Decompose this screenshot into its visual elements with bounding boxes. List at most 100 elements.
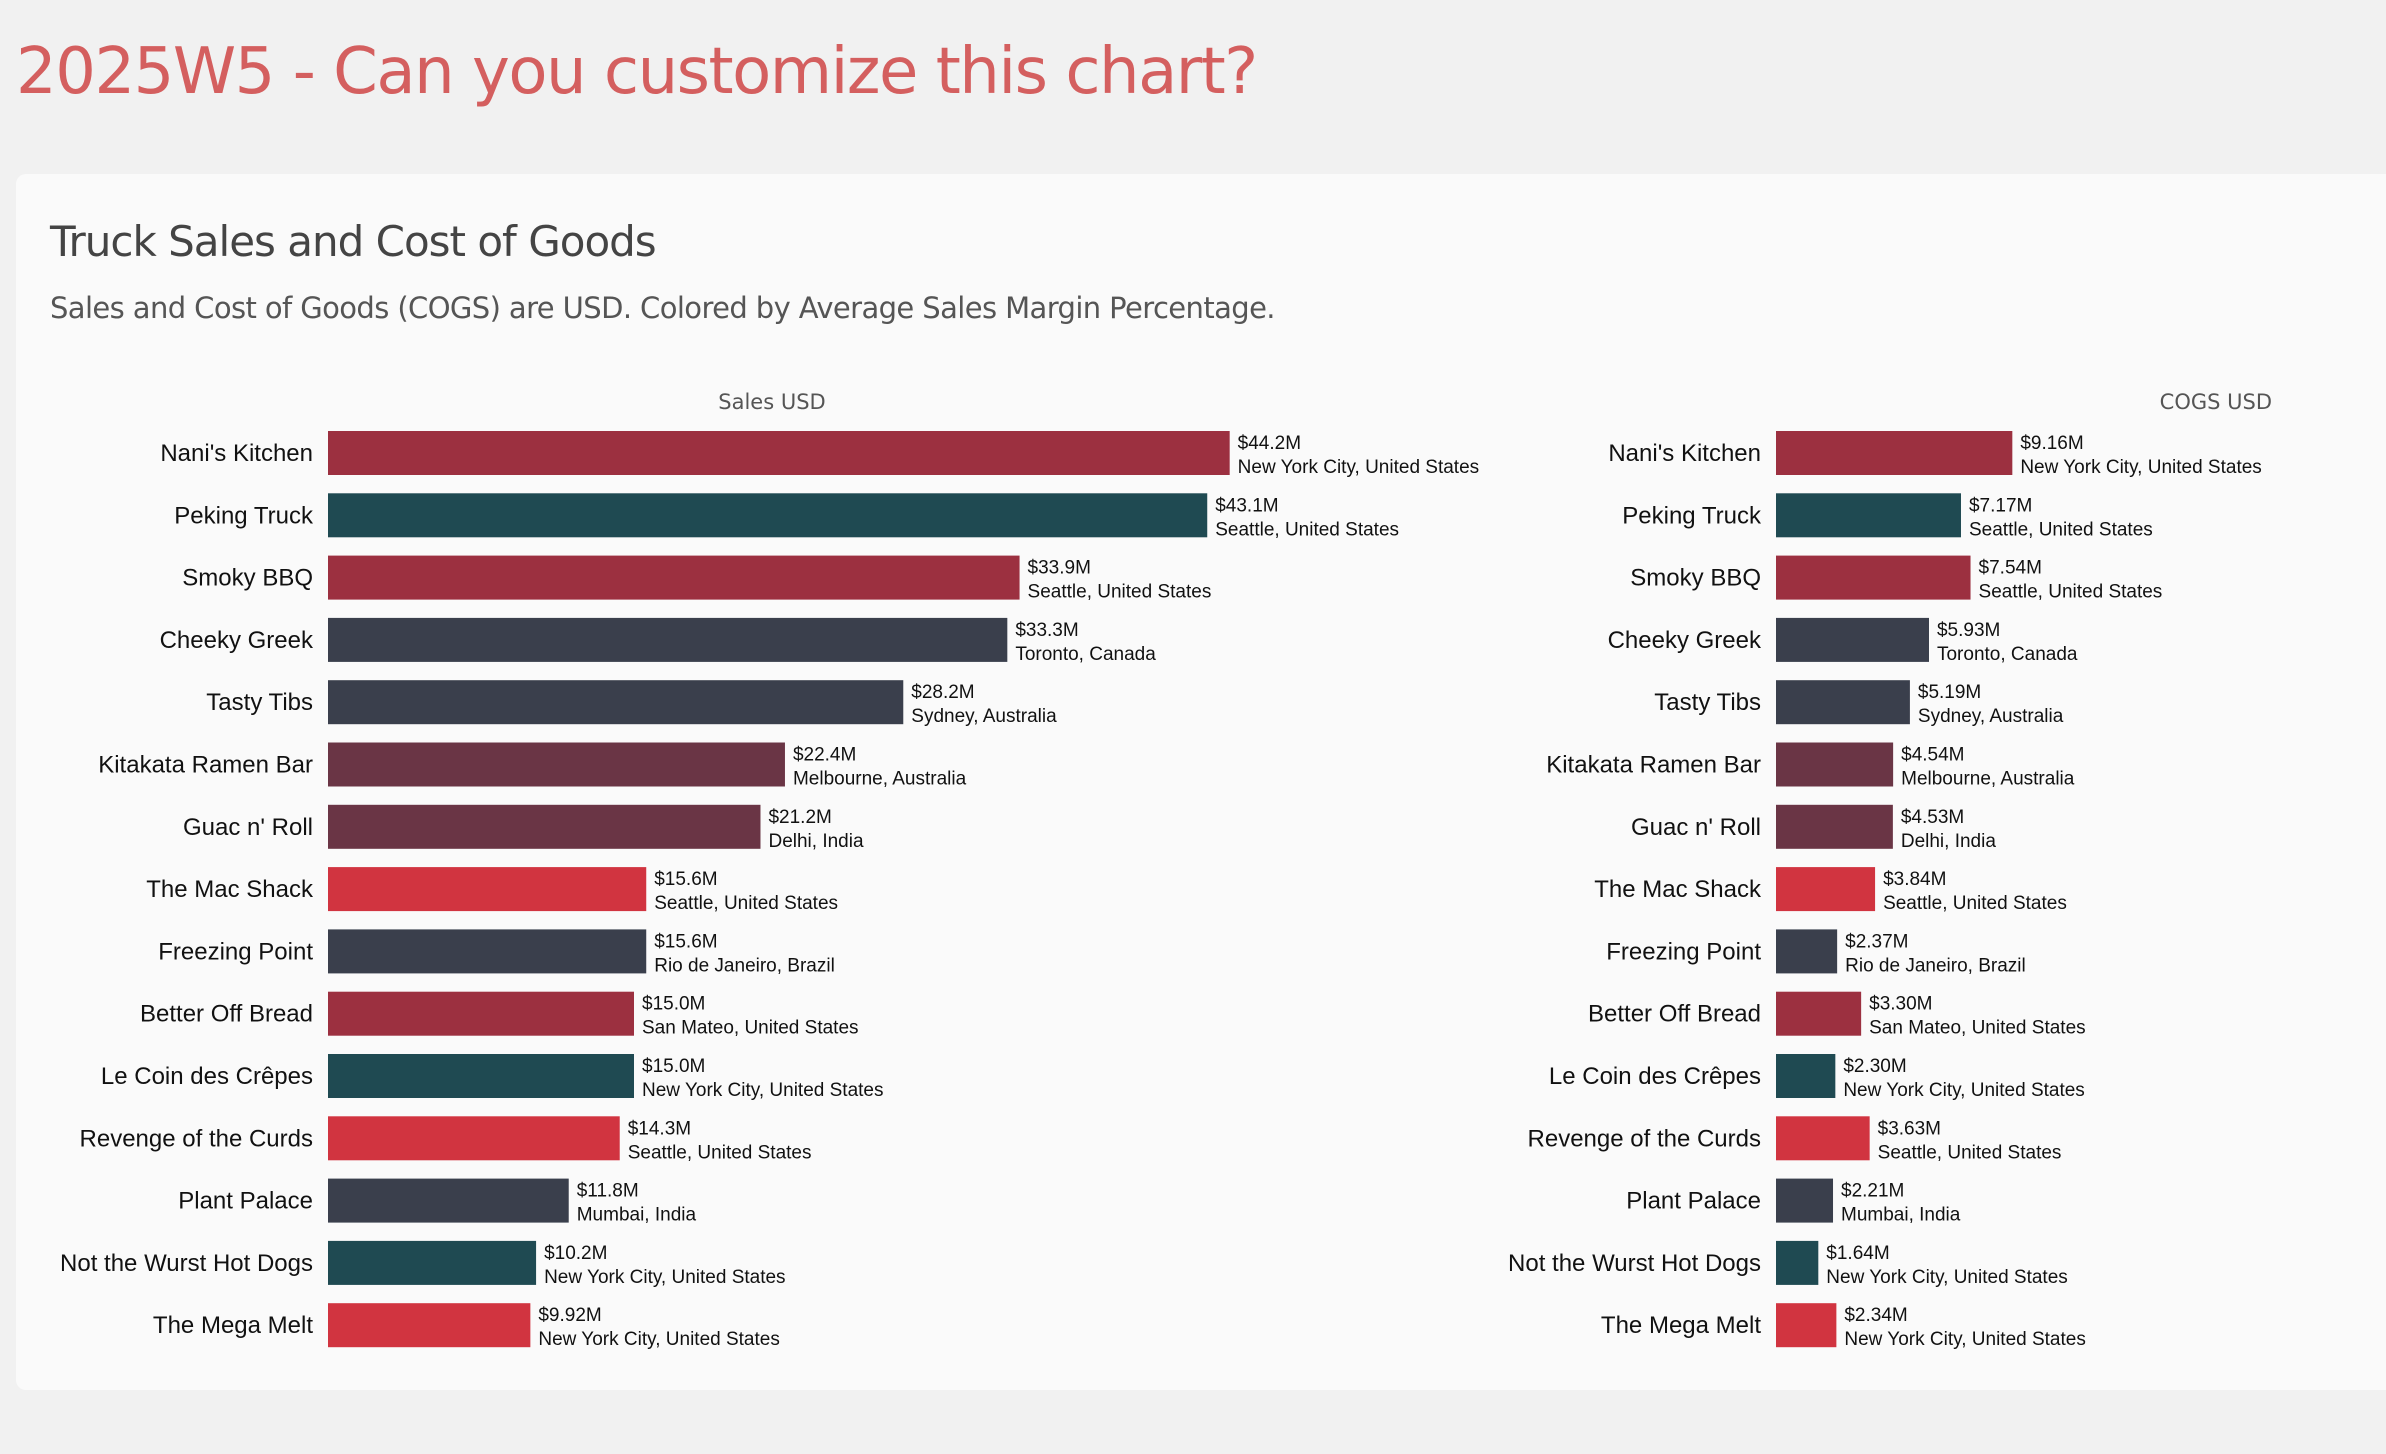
- page-title: 2025W5 - Can you customize this chart?: [16, 35, 1258, 109]
- cogs-value-label: $9.16M: [2020, 433, 2083, 454]
- sales-category-label: Freezing Point: [158, 938, 313, 965]
- cogs-value-label: $5.19M: [1918, 682, 1981, 703]
- sales-location-label: New York City, United States: [642, 1080, 883, 1101]
- sales-location-label: Rio de Janeiro, Brazil: [654, 955, 835, 976]
- cogs-location-label: Toronto, Canada: [1937, 644, 2078, 665]
- cogs-location-label: New York City, United States: [1844, 1329, 2085, 1350]
- sales-location-label: Delhi, India: [768, 831, 863, 852]
- cogs-value-label: $2.21M: [1841, 1181, 1904, 1202]
- sales-row: The Mac Shack $15.6M Seattle, United State…: [146, 867, 838, 914]
- cogs-category-label: Revenge of the Curds: [1528, 1125, 1761, 1152]
- sales-value-label: $21.2M: [768, 807, 831, 828]
- sales-location-label: Seattle, United States: [628, 1142, 812, 1163]
- chart-description: Sales and Cost of Goods (COGS) are USD. …: [50, 291, 1276, 325]
- cogs-location-label: Seattle, United States: [1883, 893, 2067, 914]
- sales-value-label: $44.2M: [1238, 433, 1301, 454]
- sales-value-label: $10.2M: [544, 1243, 607, 1264]
- sales-bar[interactable]: [328, 431, 1230, 475]
- cogs-row: Kitakata Ramen Bar $4.54M Melbourne, Austr…: [1546, 742, 2075, 790]
- sales-bar[interactable]: [328, 929, 647, 974]
- cogs-value-label: $7.54M: [1979, 558, 2042, 579]
- sales-row: Nani's Kitchen $44.2M New York City, Unite…: [160, 431, 1479, 478]
- sales-value-label: $33.3M: [1015, 620, 1078, 641]
- cogs-category-label: Not the Wurst Hot Dogs: [1508, 1250, 1761, 1277]
- sales-bar[interactable]: [328, 804, 761, 849]
- cogs-bar[interactable]: [1776, 1303, 1837, 1348]
- cogs-row: Nani's Kitchen $9.16M New York City, Unite…: [1608, 431, 2262, 478]
- sales-bar[interactable]: [328, 555, 1020, 600]
- cogs-axis-title: COGS USD: [2160, 390, 2272, 414]
- sales-bar[interactable]: [328, 1178, 569, 1223]
- cogs-bar[interactable]: [1776, 1054, 1836, 1098]
- sales-row: Cheeky Greek $33.3M Toronto, Canada: [160, 617, 1156, 665]
- sales-bar[interactable]: [328, 991, 634, 1036]
- cogs-bar[interactable]: [1776, 493, 1961, 538]
- cogs-bar[interactable]: [1776, 1116, 1870, 1161]
- sales-row: Guac n' Roll $21.2M Delhi, India: [183, 804, 864, 852]
- cogs-value-label: $2.30M: [1843, 1056, 1906, 1077]
- sales-category-label: Cheeky Greek: [160, 627, 314, 654]
- sales-value-label: $15.6M: [654, 931, 717, 952]
- cogs-bar[interactable]: [1776, 431, 2013, 475]
- cogs-bar[interactable]: [1776, 929, 1838, 974]
- sales-bar[interactable]: [328, 493, 1208, 538]
- cogs-bar[interactable]: [1776, 867, 1876, 912]
- cogs-bar[interactable]: [1776, 617, 1929, 662]
- cogs-location-label: New York City, United States: [2020, 457, 2261, 478]
- cogs-bar[interactable]: [1776, 742, 1894, 787]
- sales-location-label: Melbourne, Australia: [793, 769, 967, 790]
- cogs-category-label: The Mega Melt: [1601, 1312, 1761, 1339]
- sales-value-label: $43.1M: [1215, 495, 1278, 516]
- cogs-row: The Mega Melt $2.34M New York City, United…: [1601, 1303, 2086, 1350]
- cogs-location-label: Melbourne, Australia: [1901, 769, 2075, 790]
- cogs-row: Plant Palace $2.21M Mumbai, India: [1626, 1178, 1961, 1226]
- cogs-category-label: Nani's Kitchen: [1608, 440, 1761, 467]
- sales-category-label: Nani's Kitchen: [160, 440, 313, 467]
- cogs-bar[interactable]: [1776, 1240, 1819, 1285]
- sales-category-label: Smoky BBQ: [182, 565, 313, 592]
- cogs-location-label: Rio de Janeiro, Brazil: [1845, 955, 2026, 976]
- sales-value-label: $15.0M: [642, 1056, 705, 1077]
- cogs-value-label: $5.93M: [1937, 620, 2000, 641]
- sales-row: Kitakata Ramen Bar $22.4M Melbourne, Austr…: [98, 742, 967, 790]
- sales-bar[interactable]: [328, 742, 785, 787]
- sales-location-label: San Mateo, United States: [642, 1018, 859, 1039]
- cogs-bar[interactable]: [1776, 555, 1971, 600]
- cogs-category-label: Guac n' Roll: [1631, 814, 1761, 841]
- sales-bar[interactable]: [328, 1240, 537, 1285]
- sales-bar[interactable]: [328, 1303, 531, 1348]
- cogs-bar[interactable]: [1776, 804, 1893, 849]
- sales-row: Freezing Point $15.6M Rio de Janeiro, Braz…: [158, 929, 835, 976]
- sales-category-label: Better Off Bread: [140, 1001, 313, 1028]
- sales-location-label: Seattle, United States: [654, 893, 838, 914]
- sales-location-label: Seattle, United States: [1028, 582, 1212, 603]
- sales-category-label: Kitakata Ramen Bar: [98, 752, 313, 779]
- sales-location-label: Seattle, United States: [1215, 519, 1399, 540]
- cogs-location-label: Sydney, Australia: [1918, 706, 2064, 727]
- sales-location-label: Toronto, Canada: [1015, 644, 1156, 665]
- cogs-bar[interactable]: [1776, 680, 1910, 725]
- cogs-bar[interactable]: [1776, 1178, 1834, 1223]
- sales-bar[interactable]: [328, 867, 647, 912]
- sales-row: Peking Truck $43.1M Seattle, United States: [174, 493, 1399, 540]
- sales-location-label: New York City, United States: [544, 1267, 785, 1288]
- cogs-category-label: Cheeky Greek: [1608, 627, 1762, 654]
- cogs-category-label: Kitakata Ramen Bar: [1546, 752, 1761, 779]
- sales-bar[interactable]: [328, 617, 1008, 662]
- sales-row: Better Off Bread $15.0M San Mateo, United …: [140, 991, 859, 1039]
- sales-bar[interactable]: [328, 1054, 634, 1098]
- chart-title: Truck Sales and Cost of Goods: [50, 217, 657, 266]
- cogs-row: Guac n' Roll $4.53M Delhi, India: [1631, 804, 1996, 852]
- cogs-row: The Mac Shack $3.84M Seattle, United State…: [1594, 867, 2067, 914]
- cogs-location-label: Seattle, United States: [1979, 582, 2163, 603]
- sales-bar[interactable]: [328, 680, 904, 725]
- sales-location-label: Mumbai, India: [577, 1205, 697, 1226]
- sales-bar[interactable]: [328, 1116, 620, 1161]
- cogs-location-label: Seattle, United States: [1969, 519, 2153, 540]
- cogs-value-label: $4.53M: [1901, 807, 1964, 828]
- sales-category-label: The Mac Shack: [146, 876, 314, 903]
- cogs-bar[interactable]: [1776, 991, 1862, 1036]
- cogs-value-label: $7.17M: [1969, 495, 2032, 516]
- cogs-row: Le Coin des Crêpes $2.30M New York City, U…: [1549, 1054, 2085, 1101]
- sales-value-label: $28.2M: [911, 682, 974, 703]
